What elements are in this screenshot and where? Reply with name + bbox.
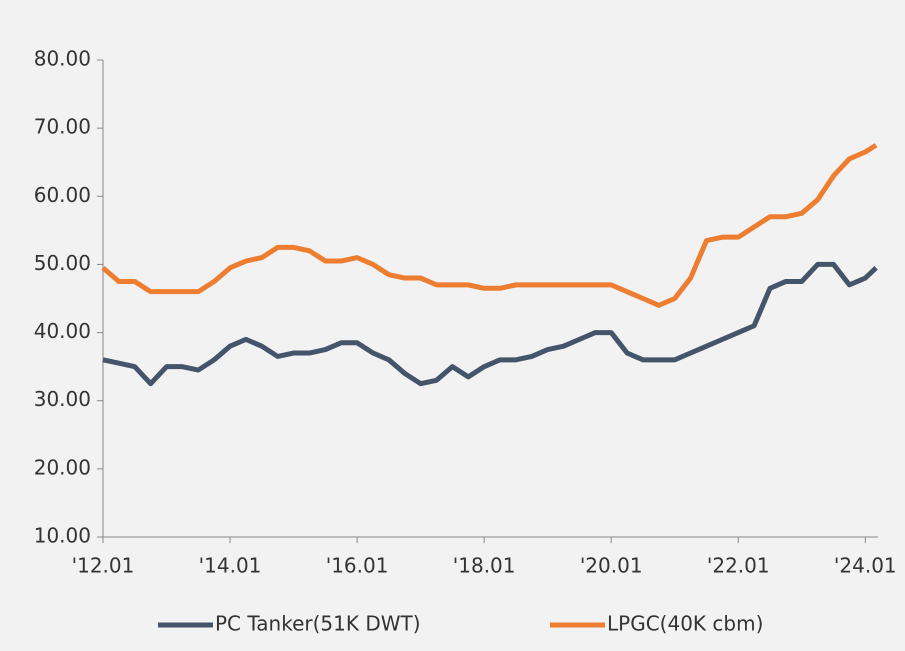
x-tick-label: '18.01 <box>453 554 516 578</box>
x-tick-label: '20.01 <box>580 554 643 578</box>
x-tick-label: '12.01 <box>72 554 135 578</box>
y-tick-label: 60.00 <box>34 183 91 207</box>
y-tick-label: 30.00 <box>34 387 91 411</box>
line-series <box>102 261 878 387</box>
y-tick-label: 10.00 <box>34 524 91 548</box>
x-tick-label: '14.01 <box>199 554 262 578</box>
y-tick-label: 50.00 <box>34 251 91 275</box>
y-tick-label: 70.00 <box>34 115 91 139</box>
x-tick-label: '24.01 <box>834 554 897 578</box>
y-tick-label: 80.00 <box>34 47 91 71</box>
x-tick-label: '16.01 <box>326 554 389 578</box>
x-tick-label: '22.01 <box>707 554 770 578</box>
legend-label: LPGC(40K cbm) <box>607 612 763 636</box>
y-tick-label: 20.00 <box>34 455 91 479</box>
line-series <box>101 143 878 308</box>
y-tick-label: 40.00 <box>34 319 91 343</box>
legend-label: PC Tanker(51K DWT) <box>215 612 421 636</box>
